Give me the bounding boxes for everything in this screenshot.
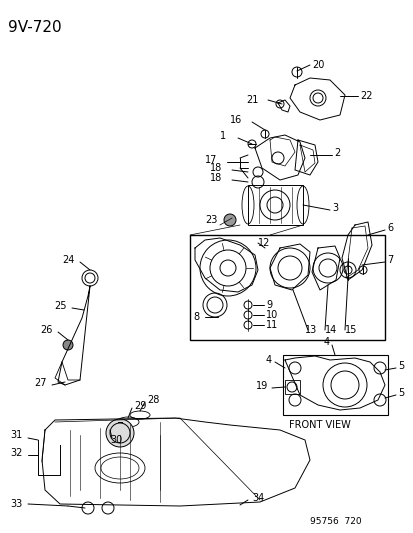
Text: 3: 3	[331, 203, 337, 213]
Text: 26: 26	[40, 325, 52, 335]
Circle shape	[223, 214, 235, 226]
Circle shape	[63, 340, 73, 350]
Text: 7: 7	[386, 255, 392, 265]
Bar	[284, 380, 299, 394]
Text: 29: 29	[134, 401, 146, 411]
Text: 19: 19	[255, 381, 267, 391]
Text: 16: 16	[230, 115, 242, 125]
Text: 22: 22	[359, 91, 372, 101]
Text: 20: 20	[311, 60, 324, 70]
Text: 18: 18	[209, 163, 222, 173]
Text: 25: 25	[54, 301, 66, 311]
Text: 21: 21	[245, 95, 258, 105]
Text: 95756  720: 95756 720	[309, 518, 361, 527]
Text: 23: 23	[204, 215, 217, 225]
Text: 17: 17	[204, 155, 217, 165]
Text: 2: 2	[333, 148, 339, 158]
Text: 31: 31	[10, 430, 22, 440]
Text: 33: 33	[10, 499, 22, 509]
Text: 24: 24	[62, 255, 74, 265]
Text: 34: 34	[252, 493, 263, 503]
Text: 32: 32	[10, 448, 22, 458]
Text: 4: 4	[265, 355, 271, 365]
Text: 12: 12	[257, 238, 270, 248]
Text: 28: 28	[147, 395, 159, 405]
Bar	[247, 185, 302, 225]
Text: 13: 13	[304, 325, 316, 335]
Text: 6: 6	[386, 223, 392, 233]
Text: FRONT VIEW: FRONT VIEW	[288, 420, 350, 430]
Text: 5: 5	[397, 388, 403, 398]
Text: 30: 30	[110, 435, 122, 445]
Circle shape	[106, 419, 134, 447]
Text: 11: 11	[266, 320, 278, 330]
Text: 4: 4	[323, 337, 329, 347]
Text: 1: 1	[219, 131, 225, 141]
Text: 18: 18	[209, 173, 222, 183]
Text: 5: 5	[397, 361, 403, 371]
Text: 14: 14	[324, 325, 337, 335]
Bar	[282, 355, 387, 415]
Text: 9: 9	[266, 300, 271, 310]
Text: 9V-720: 9V-720	[8, 20, 62, 35]
Text: 27: 27	[34, 378, 46, 388]
Bar	[190, 235, 384, 340]
Text: 8: 8	[192, 312, 199, 322]
Text: 15: 15	[344, 325, 356, 335]
Text: 10: 10	[266, 310, 278, 320]
